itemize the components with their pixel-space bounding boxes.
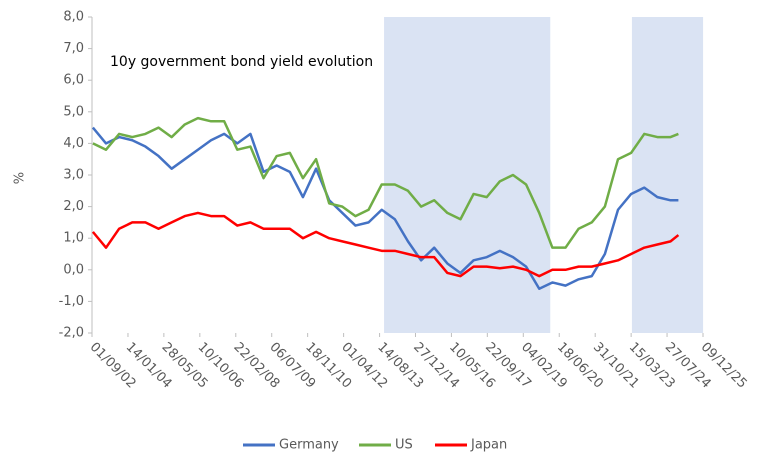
y-tick-label: 5,0	[63, 104, 84, 119]
series-line	[92, 116, 679, 249]
series-line	[91, 211, 680, 278]
y-tick-label: 0,0	[63, 262, 84, 277]
y-tick-label: 4,0	[63, 136, 84, 151]
y-tick-label: 7,0	[63, 41, 84, 56]
shaded-range	[384, 17, 551, 333]
y-tick-label: -1,0	[59, 294, 84, 309]
shaded-range	[631, 17, 704, 333]
y-tick-label: 1,0	[63, 231, 84, 246]
y-tick-label: 6,0	[63, 73, 84, 88]
y-tick-label: 3,0	[63, 168, 84, 183]
background-layer	[384, 17, 704, 333]
annotation: 10y government bond yield evolution	[110, 54, 373, 70]
y-axis-label: %	[13, 172, 28, 184]
series-line	[91, 126, 679, 291]
legend-label: US	[395, 438, 413, 453]
y-tick-label: 8,0	[63, 10, 84, 25]
legend-label: Germany	[279, 438, 339, 453]
legend-label: Japan	[470, 438, 507, 453]
y-tick-label: -2,0	[59, 326, 84, 341]
y-tick-label: 2,0	[63, 199, 84, 214]
